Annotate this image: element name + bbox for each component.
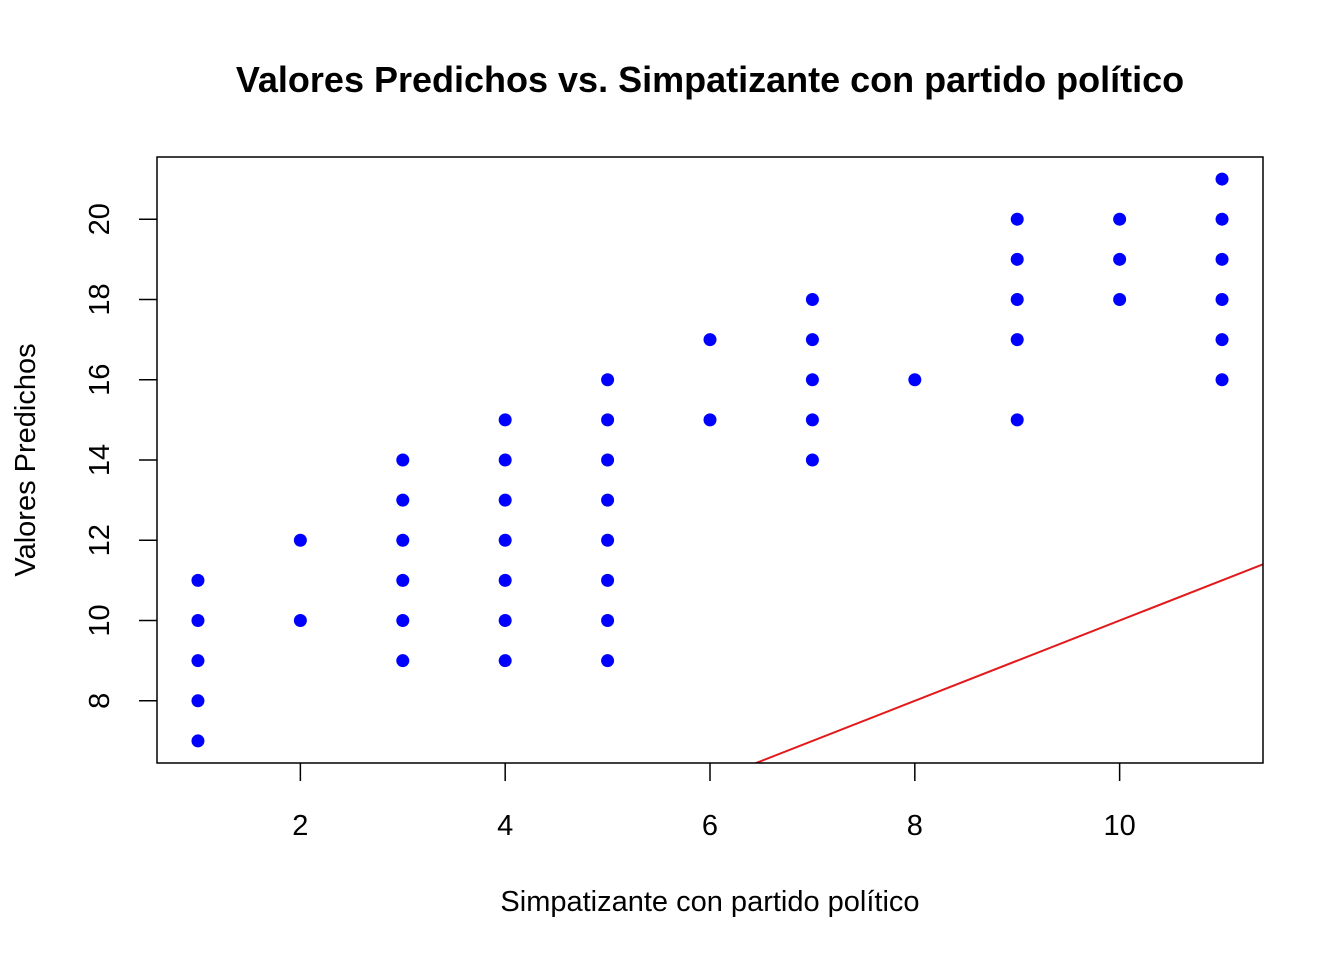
data-point	[601, 573, 615, 587]
data-point	[805, 373, 819, 387]
data-point	[601, 453, 615, 467]
data-point	[1113, 212, 1127, 226]
data-point	[805, 453, 819, 467]
x-tick-label: 8	[907, 810, 923, 842]
data-point	[1113, 252, 1127, 266]
y-tick-label: 8	[84, 693, 116, 709]
data-point	[1113, 292, 1127, 306]
data-point	[191, 654, 205, 668]
data-point	[396, 493, 410, 507]
data-point	[601, 614, 615, 628]
data-point	[1010, 292, 1024, 306]
data-point	[498, 413, 512, 427]
reference-line	[753, 563, 1263, 763]
data-point	[703, 413, 717, 427]
x-tick-label: 2	[292, 810, 308, 842]
y-tick-label: 10	[84, 604, 116, 636]
data-point	[1010, 413, 1024, 427]
data-point	[601, 413, 615, 427]
data-point	[293, 614, 307, 628]
data-point	[805, 292, 819, 306]
data-point	[498, 493, 512, 507]
data-point	[703, 333, 717, 347]
y-tick-label: 20	[84, 203, 116, 235]
x-tick-label: 10	[1103, 810, 1135, 842]
y-tick-label: 14	[84, 444, 116, 476]
x-axis: 2 4 6 8 10	[292, 763, 1136, 842]
data-point	[1010, 252, 1024, 266]
y-axis-label: Valores Predichos	[10, 343, 42, 576]
data-point	[498, 453, 512, 467]
data-point	[498, 533, 512, 547]
data-point	[293, 533, 307, 547]
y-tick-label: 18	[84, 283, 116, 315]
data-point	[1010, 212, 1024, 226]
data-point	[191, 734, 205, 748]
x-tick-label: 6	[702, 810, 718, 842]
x-tick-label: 4	[497, 810, 513, 842]
data-point	[1215, 373, 1229, 387]
data-point	[1215, 212, 1229, 226]
data-point	[1215, 172, 1229, 186]
data-point	[805, 333, 819, 347]
data-point	[1215, 252, 1229, 266]
data-point	[396, 453, 410, 467]
data-point	[498, 573, 512, 587]
data-point	[1215, 292, 1229, 306]
data-point	[396, 614, 410, 628]
data-point	[498, 614, 512, 628]
data-point	[191, 614, 205, 628]
data-point	[601, 533, 615, 547]
data-point	[191, 573, 205, 587]
data-point	[1215, 333, 1229, 347]
data-point	[396, 533, 410, 547]
data-point	[191, 694, 205, 708]
chart-title: Valores Predichos vs. Simpatizante con p…	[236, 59, 1184, 100]
data-point	[1010, 333, 1024, 347]
x-axis-label: Simpatizante con partido político	[500, 886, 919, 918]
data-point	[908, 373, 922, 387]
plot-frame	[156, 156, 1264, 764]
data-point	[601, 373, 615, 387]
y-tick-label: 16	[84, 364, 116, 396]
plot-area	[191, 172, 1263, 763]
data-point	[396, 654, 410, 668]
data-point	[805, 413, 819, 427]
data-point	[601, 654, 615, 668]
y-tick-label: 12	[84, 524, 116, 556]
data-point	[396, 573, 410, 587]
data-point	[498, 654, 512, 668]
data-point	[601, 493, 615, 507]
y-axis: 8 10 12 14 16 18 20	[84, 203, 157, 709]
